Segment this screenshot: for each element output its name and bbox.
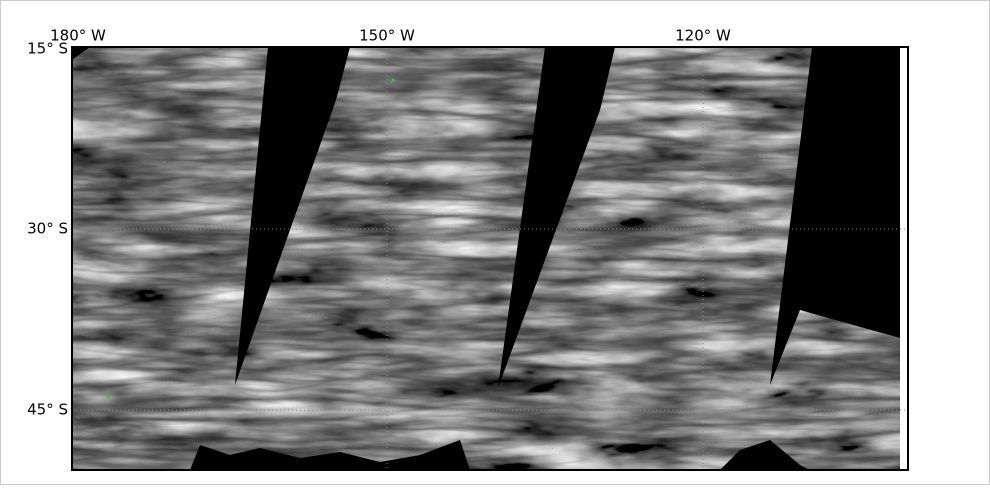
marker — [107, 396, 110, 399]
lon-label: 150° W — [359, 27, 415, 45]
satellite-imagery — [72, 47, 908, 470]
dark-streaks — [72, 47, 908, 470]
marker — [392, 79, 395, 82]
lat-label: 15° S — [27, 40, 68, 58]
lat-label: 45° S — [27, 401, 68, 419]
map-figure: 180° W 150° W 120° W 15° S 30° S 45° S — [0, 0, 990, 485]
edge-strip — [900, 47, 908, 470]
lat-label: 30° S — [27, 220, 68, 238]
lon-label: 120° W — [675, 27, 731, 45]
